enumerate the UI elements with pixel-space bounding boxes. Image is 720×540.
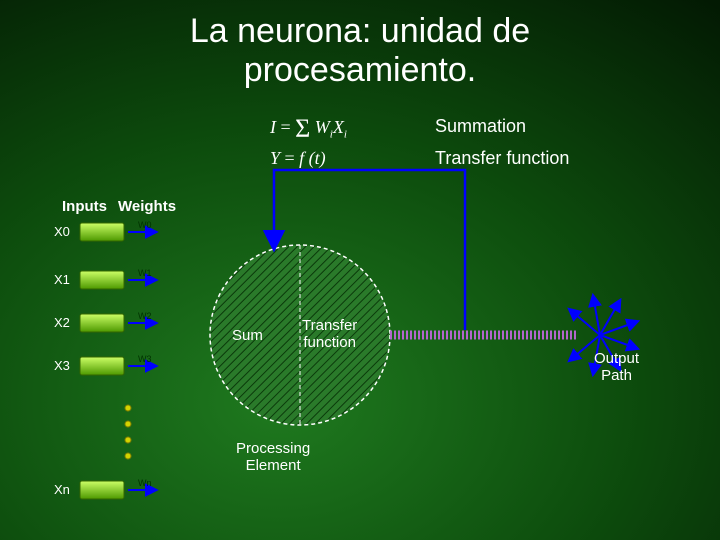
svg-text:W3: W3	[138, 354, 152, 364]
input-label-x4: Xn	[54, 482, 70, 497]
input-label-x0: X0	[54, 224, 70, 239]
equation-transfer-label: Transfer function	[435, 148, 569, 169]
input-label-x1: X1	[54, 272, 70, 287]
equation-summation-label: Summation	[435, 116, 526, 137]
processing-element-label: Processing Element	[236, 440, 310, 474]
slide: W0 W1 W2 W3 Wn La neurona: unidad de procesa…	[0, 0, 720, 540]
svg-text:W2: W2	[138, 311, 152, 321]
input-label-x3: X3	[54, 358, 70, 373]
slide-title: La neurona: unidad de procesamiento.	[0, 12, 720, 90]
header-inputs: Inputs	[62, 198, 107, 215]
svg-text:W0: W0	[138, 220, 152, 230]
header-weights: Weights	[118, 198, 176, 215]
output-path-label: Output Path	[594, 350, 639, 384]
equation-summation: I = Σ WiXi Summation	[270, 110, 347, 141]
input-label-x2: X2	[54, 315, 70, 330]
transfer-function-label: Transfer function	[302, 317, 357, 351]
sum-label: Sum	[232, 327, 263, 344]
equation-transfer: Y = f (t) Transfer function	[270, 148, 326, 169]
svg-text:W1: W1	[138, 268, 152, 278]
svg-text:Wn: Wn	[138, 478, 152, 488]
